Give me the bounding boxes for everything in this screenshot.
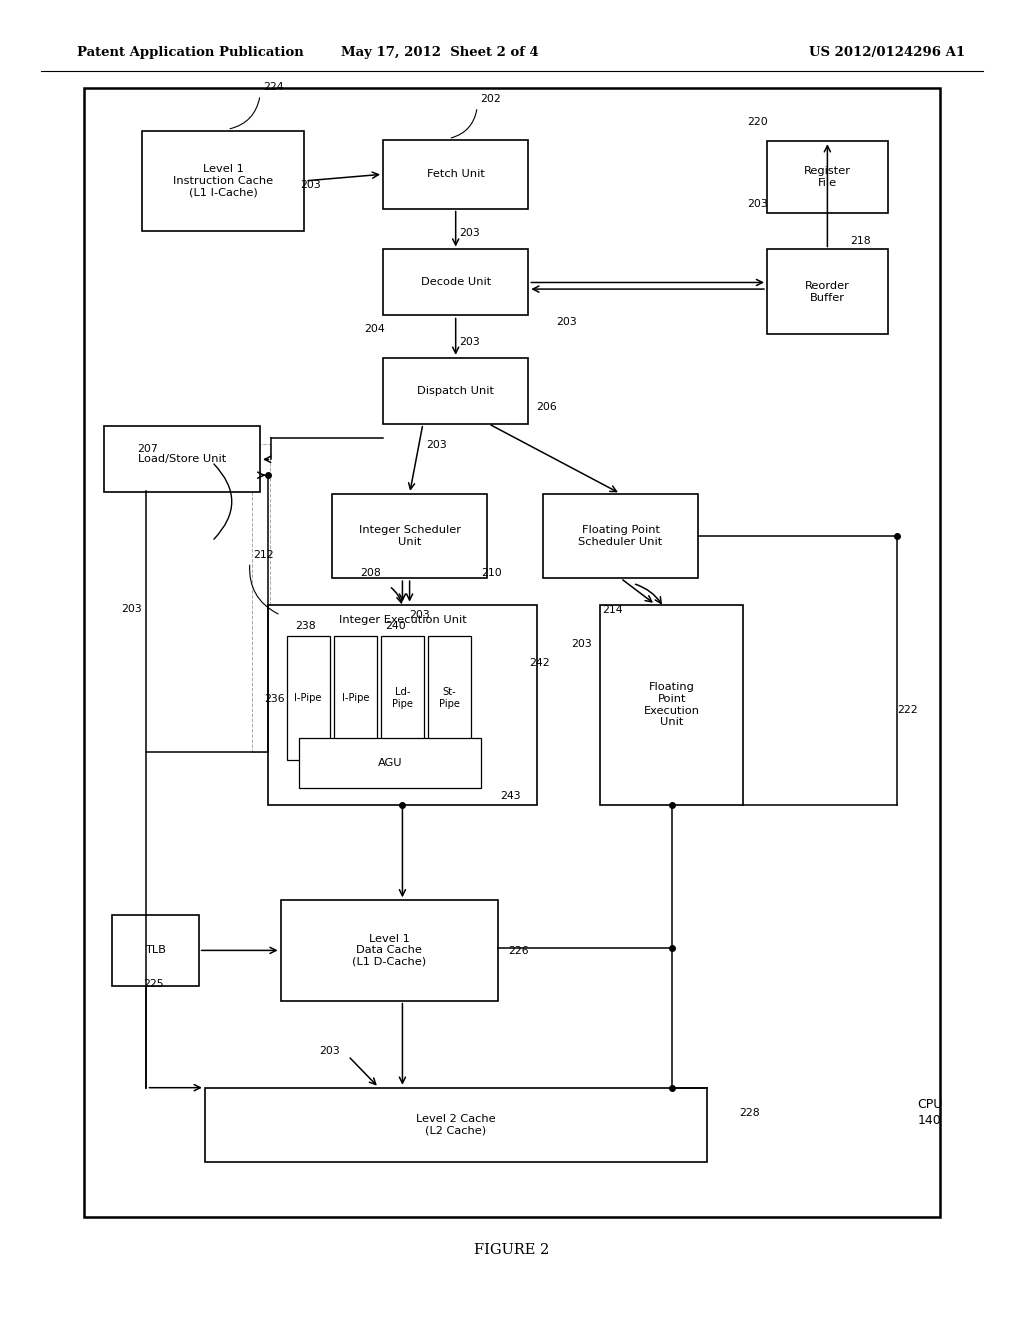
Text: 218: 218 <box>850 235 870 246</box>
Text: AGU: AGU <box>378 758 402 768</box>
Bar <box>287 636 330 760</box>
Text: 207: 207 <box>137 444 158 454</box>
Text: 202: 202 <box>480 94 501 104</box>
Text: May 17, 2012  Sheet 2 of 4: May 17, 2012 Sheet 2 of 4 <box>341 46 540 59</box>
Text: 203: 203 <box>300 180 321 190</box>
Text: FIGURE 2: FIGURE 2 <box>474 1243 550 1258</box>
Text: 214: 214 <box>602 605 623 615</box>
Text: 203: 203 <box>319 1045 340 1056</box>
Text: CPU: CPU <box>918 1098 943 1111</box>
Text: 204: 204 <box>365 323 385 334</box>
Text: 203: 203 <box>459 337 479 347</box>
Text: 242: 242 <box>529 657 550 668</box>
Bar <box>84 88 940 1217</box>
Text: 222: 222 <box>897 705 918 715</box>
Bar <box>252 444 270 752</box>
Text: Dispatch Unit: Dispatch Unit <box>417 385 495 396</box>
Text: 226: 226 <box>508 945 528 956</box>
Bar <box>383 249 528 315</box>
Text: 243: 243 <box>500 791 520 801</box>
Text: 240: 240 <box>385 620 406 631</box>
Text: Integer Scheduler
Unit: Integer Scheduler Unit <box>358 525 461 546</box>
Bar <box>767 249 888 334</box>
Bar <box>112 915 199 986</box>
Bar <box>332 494 487 578</box>
Text: I-Pipe: I-Pipe <box>295 693 322 704</box>
Bar <box>205 1088 707 1162</box>
Bar <box>383 140 528 209</box>
Bar <box>381 636 424 760</box>
Text: Floating
Point
Execution
Unit: Floating Point Execution Unit <box>644 682 699 727</box>
Text: TLB: TLB <box>145 945 166 956</box>
Text: 206: 206 <box>537 401 557 412</box>
Text: Floating Point
Scheduler Unit: Floating Point Scheduler Unit <box>579 525 663 546</box>
Bar <box>334 636 377 760</box>
Text: Load/Store Unit: Load/Store Unit <box>138 454 226 465</box>
Text: 140: 140 <box>918 1114 941 1127</box>
Bar <box>299 738 481 788</box>
Text: 203: 203 <box>459 227 479 238</box>
Text: Register
File: Register File <box>804 166 851 187</box>
Text: 236: 236 <box>264 693 285 704</box>
Text: 238: 238 <box>295 620 315 631</box>
Bar <box>428 636 471 760</box>
Text: Level 1
Data Cache
(L1 D-Cache): Level 1 Data Cache (L1 D-Cache) <box>352 933 426 968</box>
Text: I-Pipe: I-Pipe <box>342 693 369 704</box>
Text: 203: 203 <box>410 610 430 620</box>
Text: 228: 228 <box>739 1107 760 1118</box>
Text: Level 1
Instruction Cache
(L1 I-Cache): Level 1 Instruction Cache (L1 I-Cache) <box>173 164 273 198</box>
Text: 220: 220 <box>748 116 768 127</box>
Text: 210: 210 <box>481 568 502 578</box>
Text: 208: 208 <box>360 568 381 578</box>
Text: 225: 225 <box>143 979 164 990</box>
Text: 203: 203 <box>426 440 446 450</box>
Text: Reorder
Buffer: Reorder Buffer <box>805 281 850 302</box>
Bar <box>767 141 888 213</box>
Bar <box>104 426 260 492</box>
Bar <box>543 494 698 578</box>
Text: 212: 212 <box>253 549 273 560</box>
Text: 203: 203 <box>121 603 141 614</box>
Bar <box>383 358 528 424</box>
Text: St-
Pipe: St- Pipe <box>439 688 460 709</box>
Text: Decode Unit: Decode Unit <box>421 277 490 288</box>
Bar <box>281 900 498 1001</box>
Text: Patent Application Publication: Patent Application Publication <box>77 46 303 59</box>
Bar <box>268 605 537 805</box>
Text: 224: 224 <box>263 82 284 92</box>
Bar <box>600 605 743 805</box>
Bar <box>142 131 304 231</box>
Text: 203: 203 <box>571 639 592 649</box>
Text: Integer Execution Unit: Integer Execution Unit <box>339 615 466 626</box>
Text: 203: 203 <box>556 317 577 327</box>
Text: Fetch Unit: Fetch Unit <box>427 169 484 180</box>
Text: Level 2 Cache
(L2 Cache): Level 2 Cache (L2 Cache) <box>416 1114 496 1135</box>
Text: Ld-
Pipe: Ld- Pipe <box>392 688 413 709</box>
Text: US 2012/0124296 A1: US 2012/0124296 A1 <box>809 46 965 59</box>
Text: 203: 203 <box>748 198 768 209</box>
